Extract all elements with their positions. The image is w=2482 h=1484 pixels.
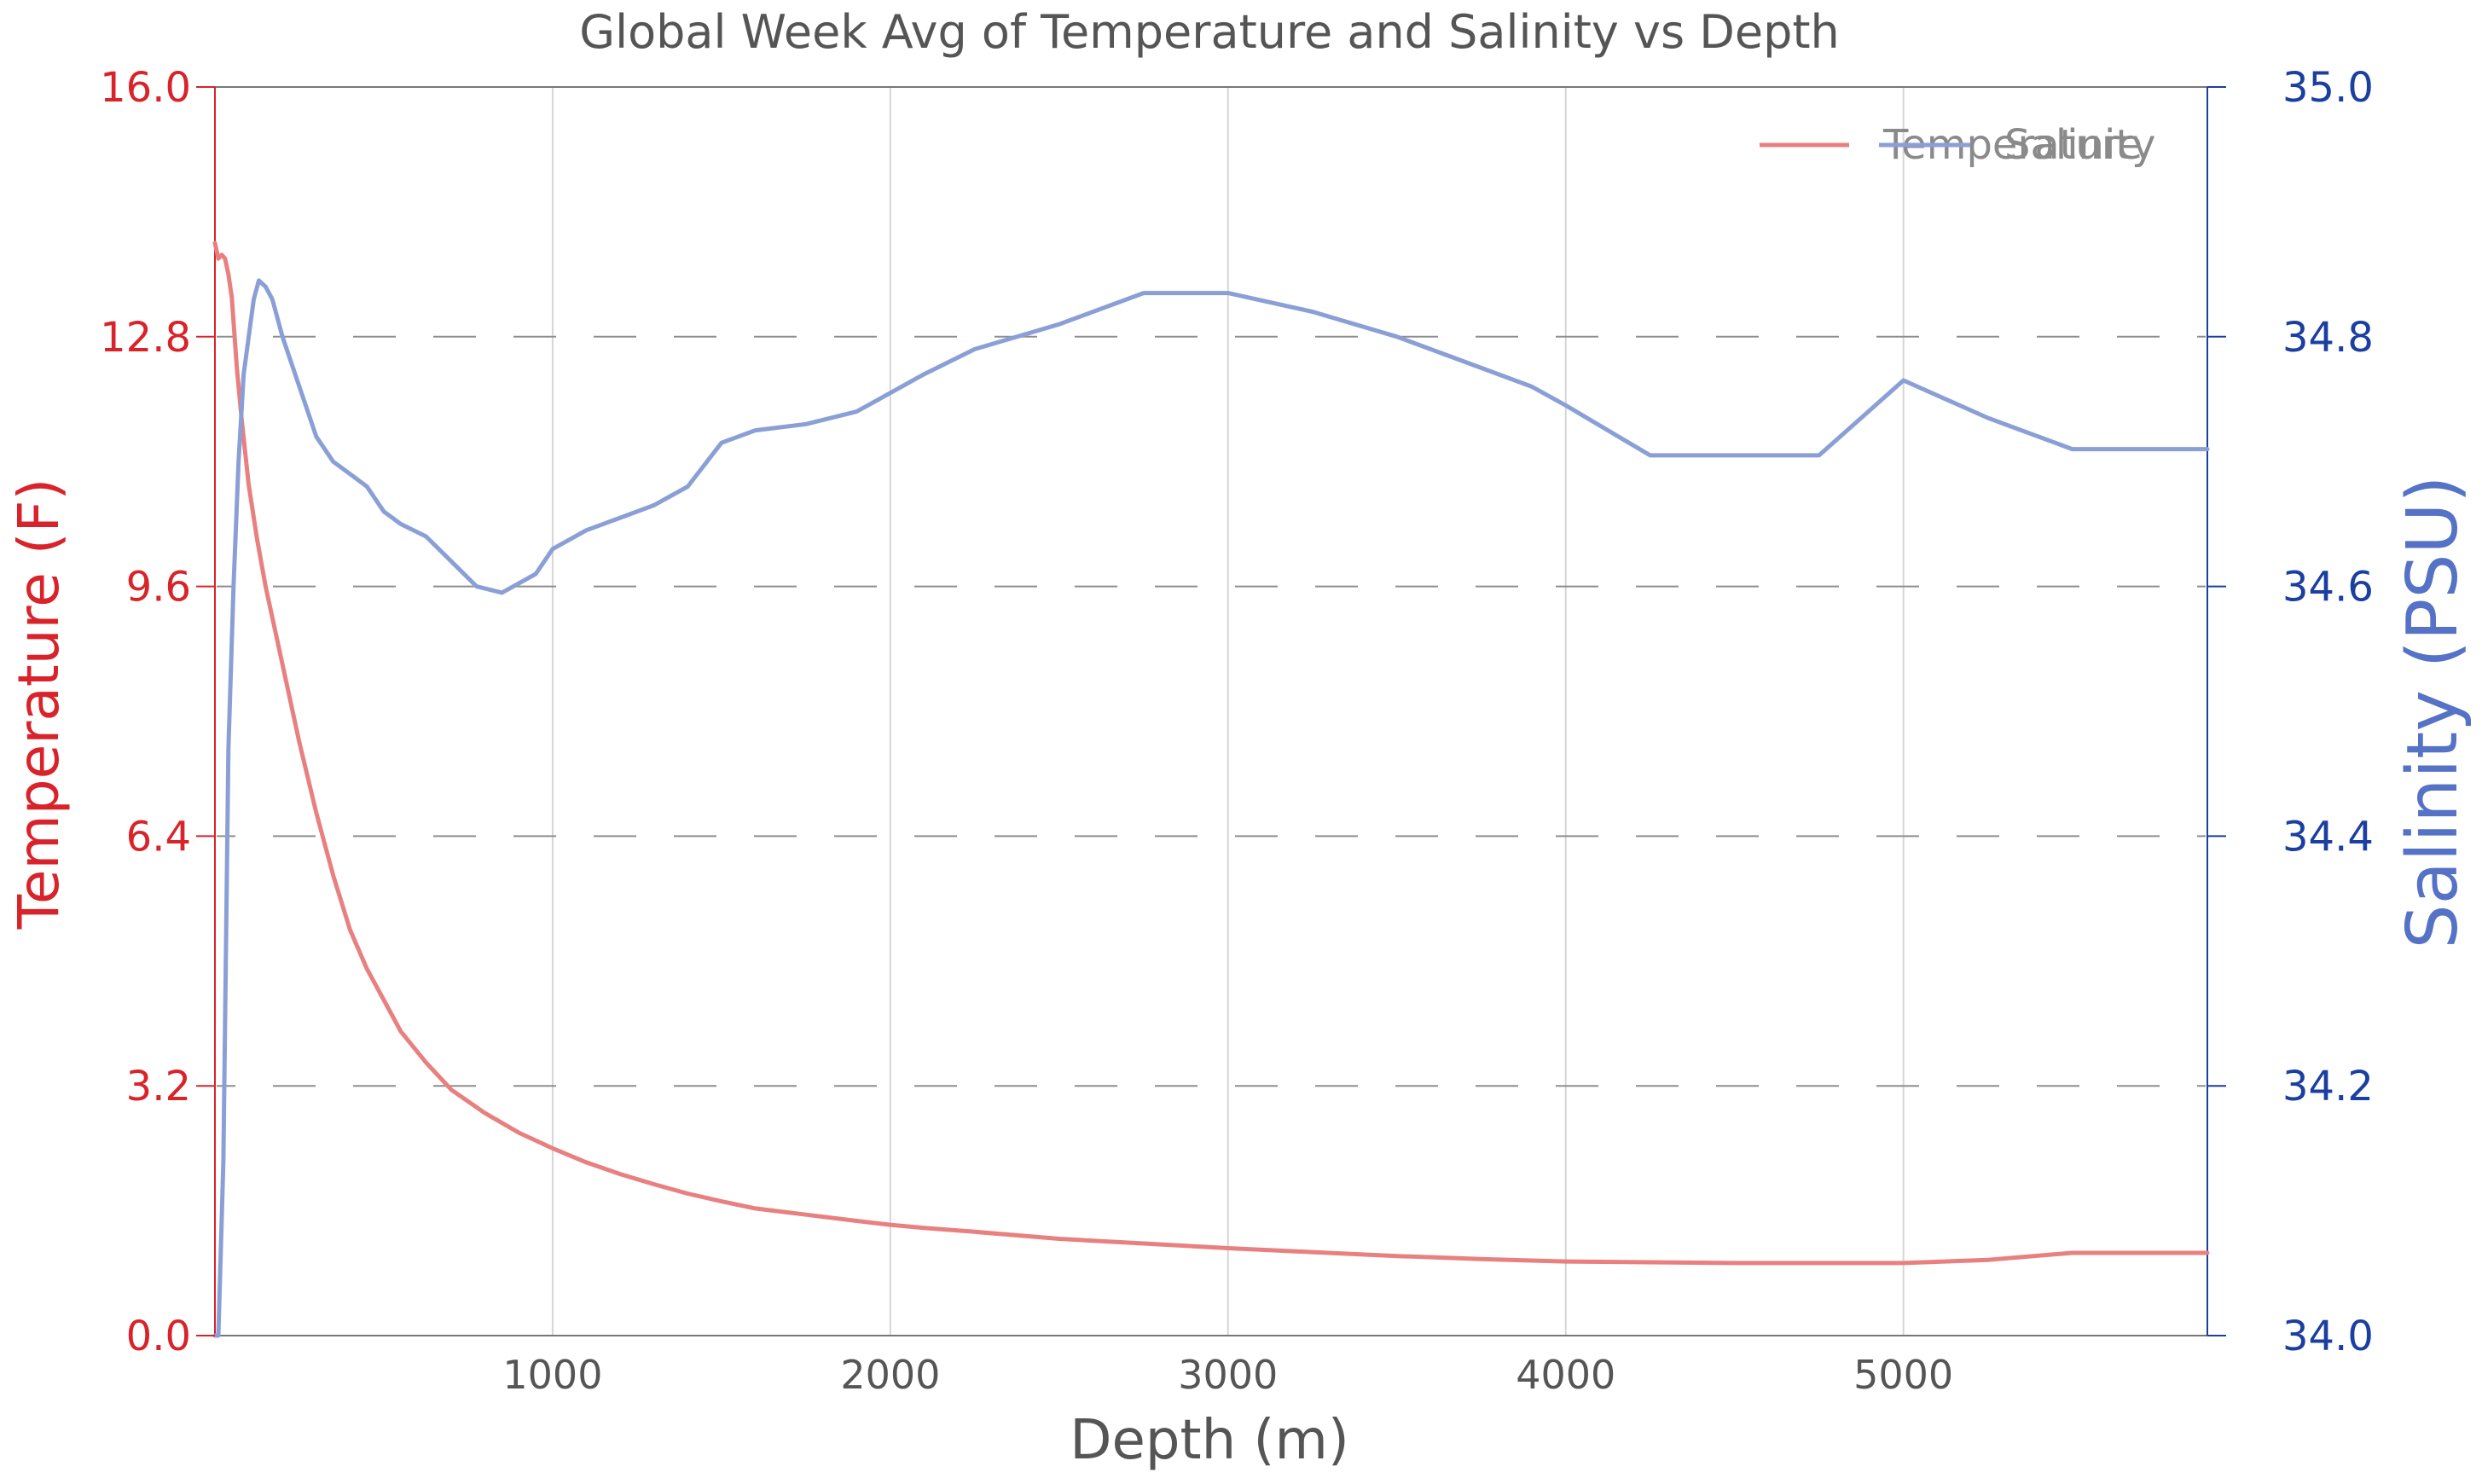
y-right-tick-label: 34.8 [2282, 314, 2374, 362]
y-left-tick-label: 0.0 [126, 1313, 191, 1360]
x-axis-label: Depth (m) [1070, 1409, 1349, 1472]
x-tick-label: 5000 [1853, 1352, 1953, 1398]
x-tick-label: 1000 [502, 1352, 602, 1398]
y-left-tick-label: 16.0 [100, 64, 191, 112]
y-right-tick-label: 34.4 [2282, 813, 2374, 861]
y-right-tick-label: 34.6 [2282, 564, 2374, 612]
y-left-tick-label: 9.6 [126, 564, 191, 612]
y-left-tick-label: 3.2 [126, 1063, 191, 1110]
x-tick-label: 3000 [1178, 1352, 1278, 1398]
axes [214, 86, 2208, 1336]
series-line-salinity [212, 278, 2210, 1338]
chart-title: Global Week Avg of Temperature and Salin… [579, 5, 1840, 59]
y-left-tick-label: 12.8 [100, 314, 191, 362]
y-right-tick-label: 35.0 [2282, 64, 2374, 112]
tick-labels: 1000 2000 3000 4000 5000 0.0 3.2 6.4 9.6 12.8 16.0… [100, 64, 2374, 1398]
x-tick-label: 4000 [1516, 1352, 1615, 1398]
y-axis-left-label: Temperature (F) [6, 478, 72, 930]
legend-label: Salinity [2004, 121, 2156, 169]
y-right-tick-label: 34.2 [2282, 1063, 2374, 1110]
y-right-tick-label: 34.0 [2282, 1313, 2374, 1360]
x-tick-label: 2000 [840, 1352, 940, 1398]
grid-lines [217, 87, 2206, 1336]
y-axis-right-label: Salinity (PSU) [2392, 476, 2473, 949]
y-left-tick-label: 6.4 [126, 813, 191, 861]
series-line-temperature [212, 241, 2210, 1266]
series-lines [212, 241, 2210, 1338]
